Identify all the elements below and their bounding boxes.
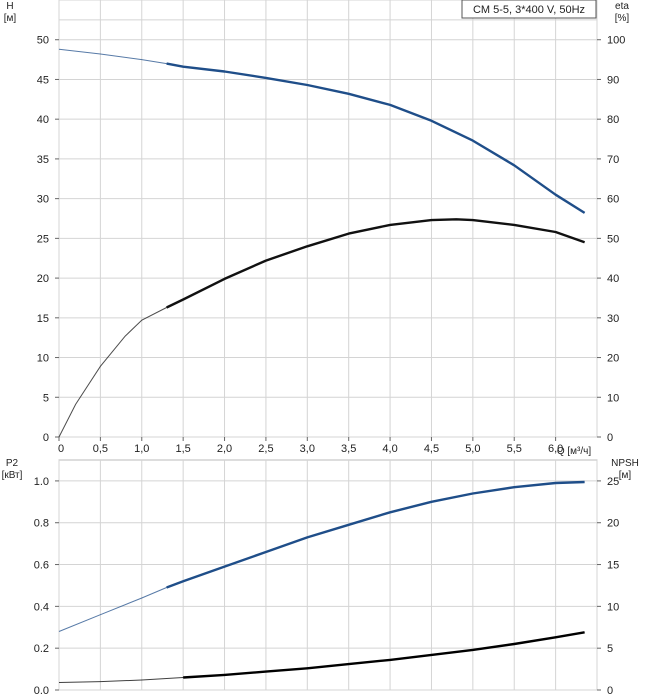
- upper-left-tick-label: 45: [37, 74, 49, 86]
- upper-left-tick-label: 50: [37, 35, 49, 47]
- upper-right-tick-label: 70: [607, 154, 619, 166]
- y-left-unit-lower: [кВт]: [2, 470, 23, 481]
- y-left-label-upper: H: [6, 1, 13, 12]
- x-tick-label: 1,5: [176, 443, 191, 455]
- upper-right-tick-label: 40: [607, 273, 619, 285]
- tick-labels: 0510152025303540455001020304050607080901…: [34, 35, 626, 697]
- lower-left-tick-label: 0.0: [34, 685, 49, 697]
- upper-series-1-line: [166, 218, 586, 309]
- upper-right-tick-label: 80: [607, 114, 619, 126]
- lower-right-tick-label: 15: [607, 560, 619, 572]
- y-right-unit-lower: [м]: [619, 470, 632, 481]
- upper-right-tick-label: 60: [607, 194, 619, 206]
- x-tick-label: 1,0: [134, 443, 149, 455]
- y-right-label-upper: eta: [615, 1, 629, 12]
- lower-series-1-line: [183, 631, 585, 679]
- x-tick-label: 4,5: [424, 443, 439, 455]
- upper-series-0-line: [166, 62, 586, 214]
- upper-left-tick-label: 5: [43, 392, 49, 404]
- upper-left-tick-label: 40: [37, 114, 49, 126]
- x-axis-label: Q [м³/ч]: [557, 446, 592, 457]
- lower-right-tick-label: 20: [607, 518, 619, 530]
- upper-right-tick-label: 20: [607, 353, 619, 365]
- y-left-label-lower: P2: [6, 458, 19, 469]
- x-tick-label: 2,5: [258, 443, 273, 455]
- lower-left-tick-label: 0.8: [34, 518, 49, 530]
- lower-left-tick-label: 0.2: [34, 643, 49, 655]
- y-right-label-lower: NPSH: [611, 458, 639, 469]
- upper-left-tick-label: 25: [37, 233, 49, 245]
- upper-right-tick-label: 0: [607, 432, 613, 444]
- x-tick-label: 0,5: [93, 443, 108, 455]
- x-tick-label: 2,0: [217, 443, 232, 455]
- upper-left-tick-label: 20: [37, 273, 49, 285]
- title-box: [461, 0, 597, 19]
- lower-left-tick-label: 0.6: [34, 560, 49, 572]
- upper-right-tick-label: 90: [607, 74, 619, 86]
- upper-right-tick-label: 10: [607, 392, 619, 404]
- upper-left-tick-label: 15: [37, 313, 49, 325]
- lower-right-tick-label: 10: [607, 601, 619, 613]
- upper-left-tick-label: 0: [43, 432, 49, 444]
- x-tick-label: 6,0: [548, 443, 563, 455]
- lower-left-tick-label: 1.0: [34, 476, 49, 488]
- lower-right-tick-label: 0: [607, 685, 613, 697]
- x-tick-label: 3,5: [341, 443, 356, 455]
- upper-right-tick-label: 30: [607, 313, 619, 325]
- lower-right-tick-label: 5: [607, 643, 613, 655]
- lower-left-tick-label: 0.4: [34, 601, 49, 613]
- chart-title: CM 5-5, 3*400 V, 50Hz: [473, 4, 585, 16]
- upper-left-tick-label: 30: [37, 194, 49, 206]
- grid-lines: [55, 0, 601, 691]
- upper-right-tick-label: 50: [607, 233, 619, 245]
- upper-plot-area: [58, 0, 598, 438]
- x-tick-label: 3,0: [300, 443, 315, 455]
- x-tick-label: 5,0: [465, 443, 480, 455]
- upper-left-tick-label: 10: [37, 353, 49, 365]
- lower-series-0-line: [166, 480, 585, 589]
- x-tick-label: 4,0: [382, 443, 397, 455]
- y-right-unit-upper: [%]: [615, 13, 630, 24]
- lower-plot-area: [58, 459, 598, 691]
- y-left-unit-upper: [м]: [4, 13, 17, 24]
- series-lines: [58, 48, 586, 683]
- x-tick-label: 0: [58, 443, 64, 455]
- lower-right-tick-label: 25: [607, 476, 619, 488]
- x-tick-label: 5,5: [507, 443, 522, 455]
- upper-left-tick-label: 35: [37, 154, 49, 166]
- upper-right-tick-label: 100: [607, 35, 625, 47]
